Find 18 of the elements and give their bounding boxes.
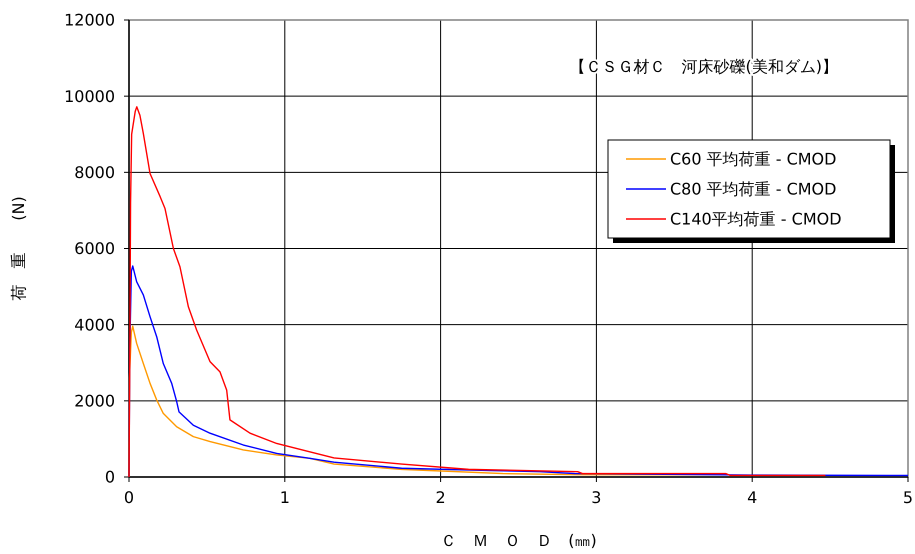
x-tick-label: 0	[124, 488, 134, 507]
x-tick-label: 5	[902, 488, 914, 507]
y-axis-title: 荷 重 (N)	[9, 196, 28, 301]
y-tick-label: 0	[104, 468, 115, 487]
y-tick-label: 10000	[64, 86, 115, 106]
x-axis-title: Ｃ Ｍ Ｏ Ｄ (㎜)	[440, 531, 597, 550]
x-tick-label: 1	[280, 488, 290, 507]
x-tick-label: 3	[591, 488, 602, 507]
x-tick-label: 4	[747, 488, 758, 507]
legend-label: C140平均荷重 - CMOD	[670, 210, 842, 229]
y-tick-label: 8000	[74, 162, 115, 182]
legend-label: C80 平均荷重 - CMOD	[670, 180, 836, 199]
legend-label: C60 平均荷重 - CMOD	[670, 150, 836, 169]
y-tick-label: 2000	[74, 391, 115, 410]
y-tick-label: 12000	[64, 10, 115, 30]
y-tick-label: 6000	[74, 239, 115, 258]
x-tick-label: 2	[436, 488, 446, 507]
y-tick-label: 4000	[74, 315, 115, 334]
